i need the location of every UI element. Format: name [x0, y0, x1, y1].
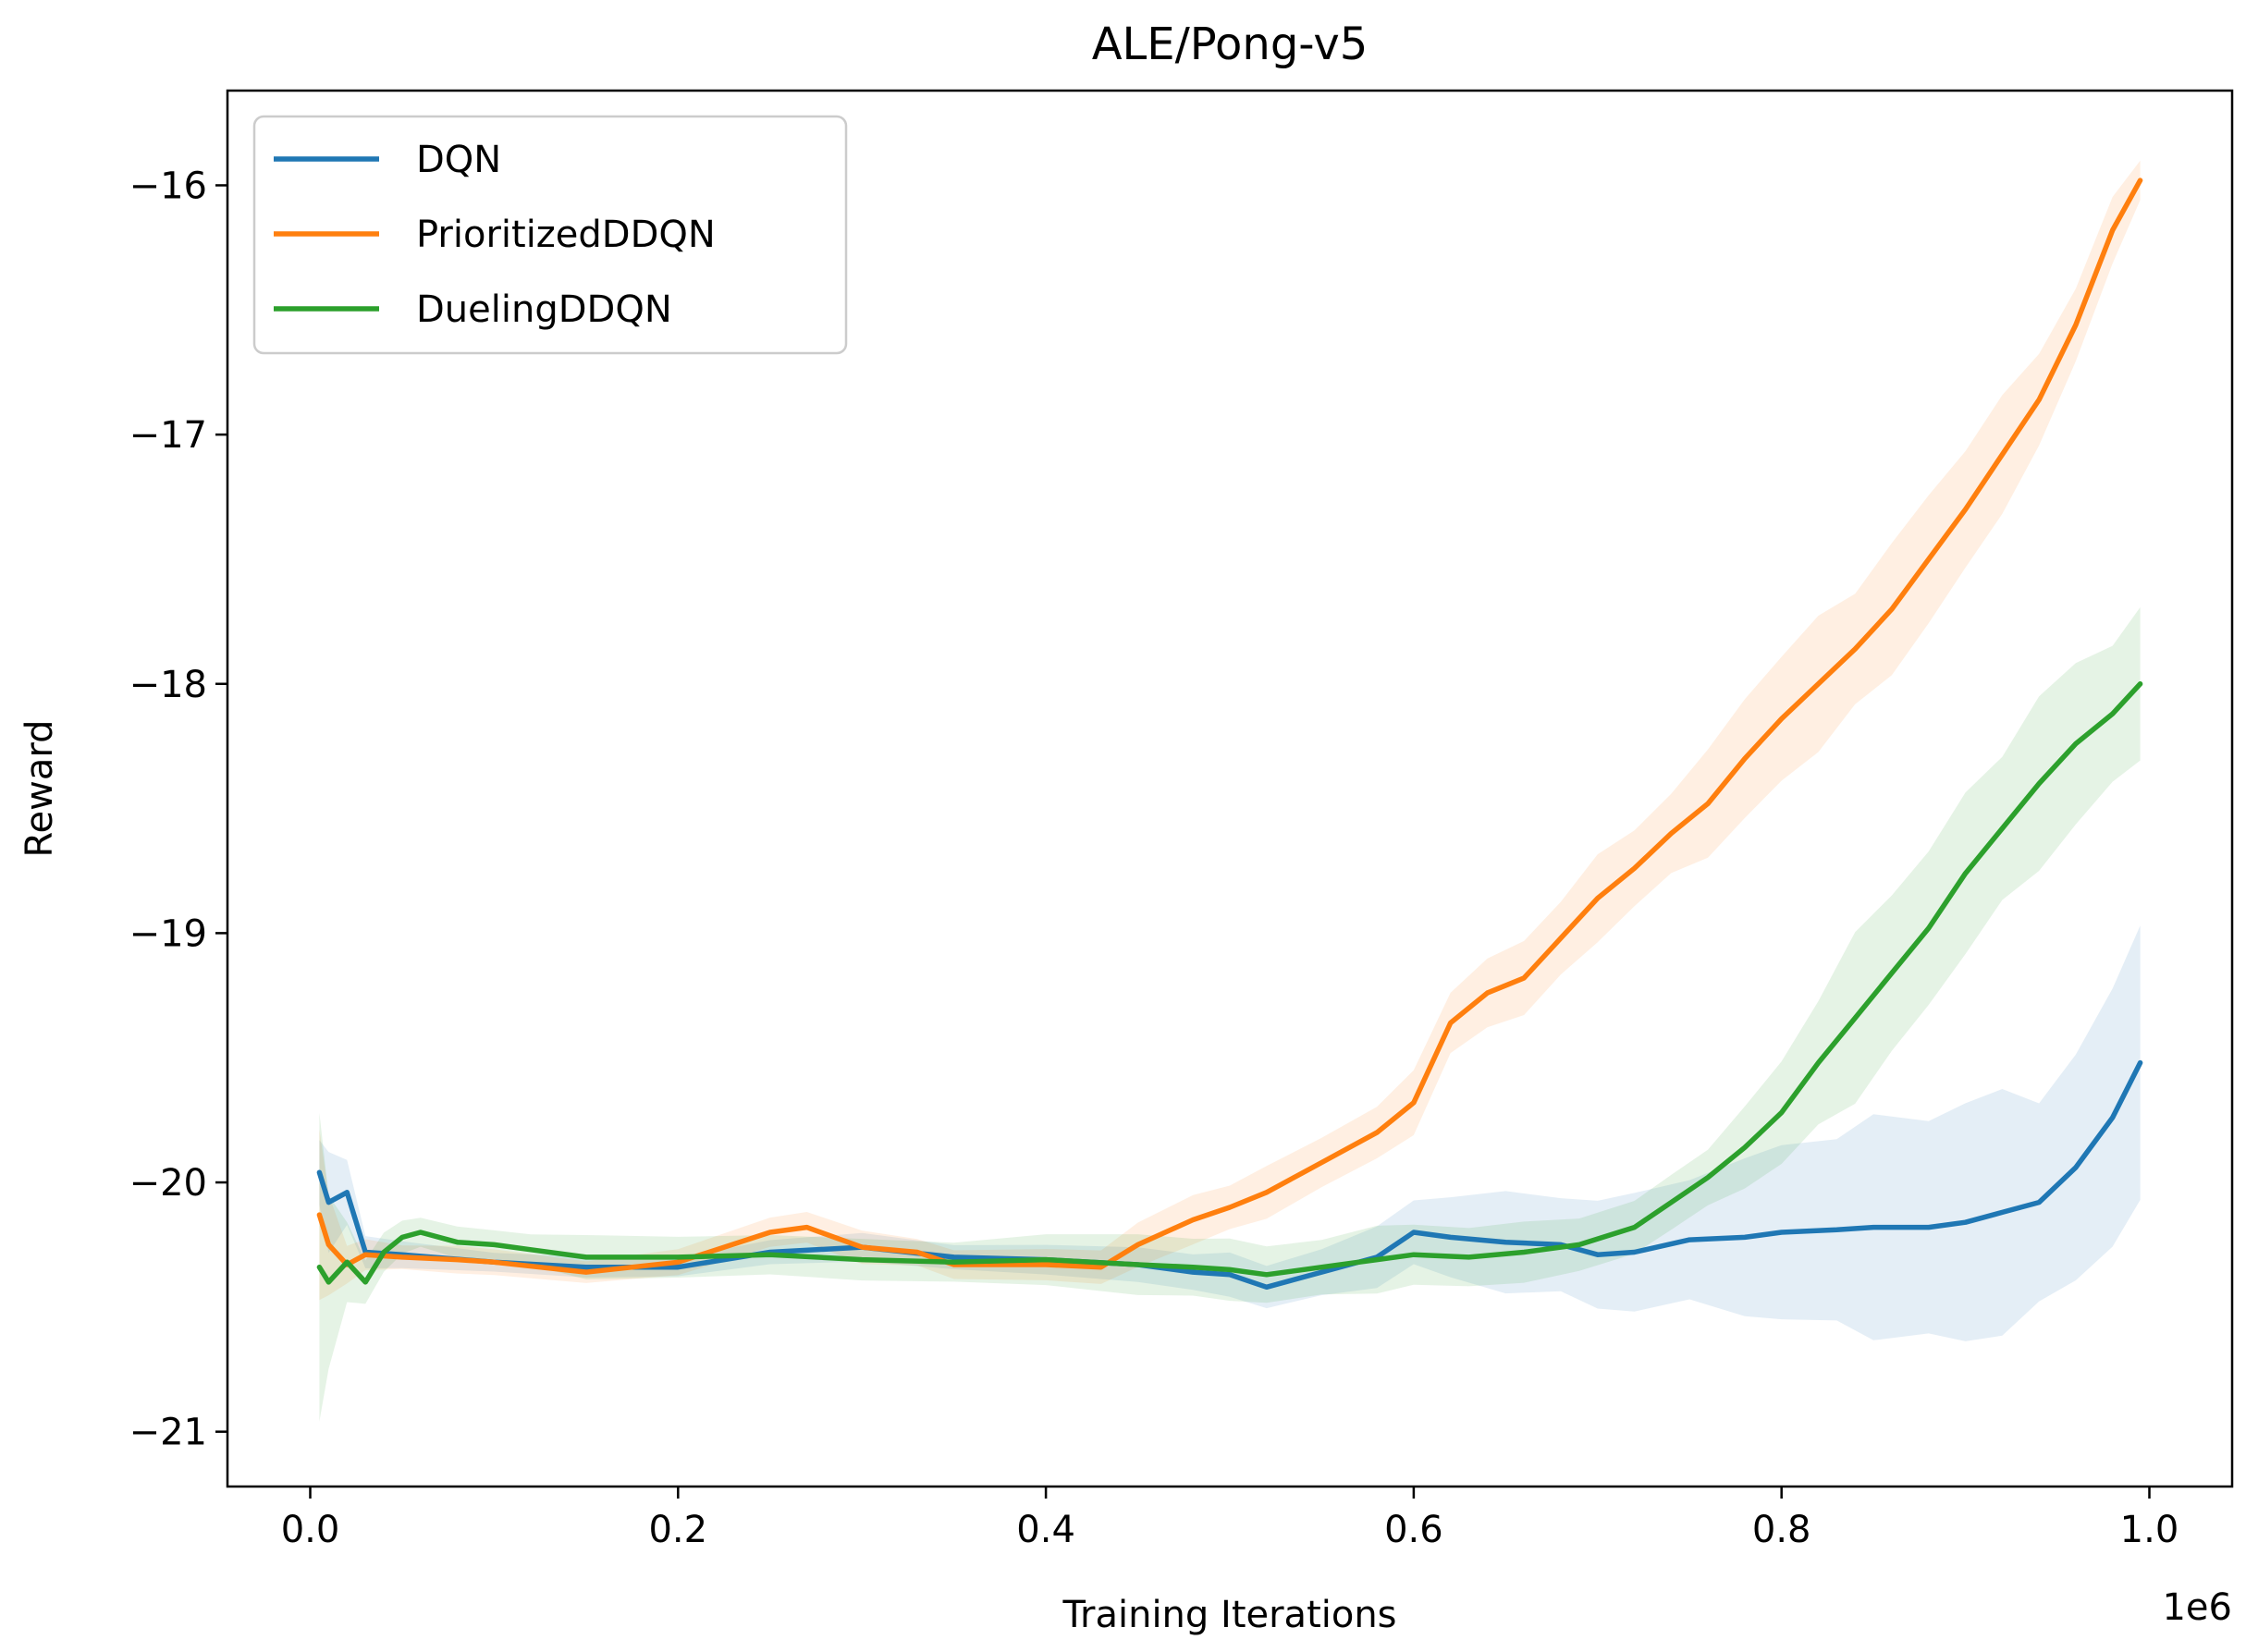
confidence-bands	[319, 160, 2141, 1422]
y-tick-label: −19	[129, 912, 207, 955]
y-tick-label: −17	[129, 414, 207, 457]
x-tick-label: 0.4	[1016, 1509, 1075, 1551]
band-dqn	[319, 925, 2141, 1341]
x-axis-ticks: 0.0 0.2 0.4 0.6 0.8 1.0	[281, 1487, 2179, 1551]
series-line-prioritizedddqn	[316, 177, 2143, 1275]
x-tick-label: 0.8	[1752, 1509, 1811, 1551]
band-prioritizedddqn	[319, 160, 2141, 1301]
y-tick-label: −21	[129, 1412, 207, 1454]
series-lines	[316, 177, 2143, 1291]
legend-label-duelingddqn: DuelingDDQN	[416, 288, 672, 331]
series-line-dqn	[316, 1059, 2143, 1291]
y-tick-label: −16	[129, 165, 207, 207]
y-axis-ticks: −21 −20 −19 −18 −17 −16	[129, 165, 227, 1454]
series-line-duelingddqn	[316, 681, 2143, 1285]
chart-title: ALE/Pong-v5	[1092, 18, 1368, 70]
y-tick-label: −18	[129, 664, 207, 706]
y-tick-label: −20	[129, 1162, 207, 1205]
x-tick-label: 0.0	[281, 1509, 340, 1551]
x-axis-label: Training Iterations	[1062, 1594, 1396, 1636]
legend-box	[252, 115, 848, 355]
x-axis-offset-label: 1e6	[2162, 1586, 2232, 1629]
plot-frame	[226, 89, 2234, 1488]
y-axis-label: Reward	[18, 720, 61, 858]
legend: DQN PrioritizedDDQN DuelingDDQN	[252, 115, 848, 355]
legend-label-prioritizedddqn: PrioritizedDDQN	[416, 214, 716, 256]
x-tick-label: 0.6	[1384, 1509, 1443, 1551]
legend-label-dqn: DQN	[416, 139, 501, 181]
x-tick-label: 1.0	[2120, 1509, 2179, 1551]
band-duelingddqn	[319, 606, 2141, 1422]
x-tick-label: 0.2	[648, 1509, 707, 1551]
